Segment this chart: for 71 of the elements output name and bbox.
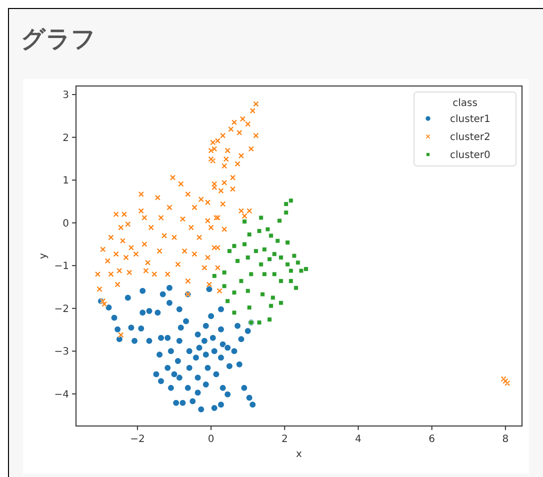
point (278, 300, 284, 306)
y-axis-title: y (38, 252, 49, 259)
point (268, 303, 274, 308)
legend-label: cluster2 (450, 132, 490, 143)
point (260, 292, 265, 297)
point (232, 310, 237, 316)
chart-title: グラフ (21, 24, 96, 55)
legend-label: cluster1 (450, 114, 490, 125)
point (258, 215, 264, 220)
y-tick-label: −4 (54, 389, 69, 400)
point (222, 284, 227, 289)
point (298, 268, 304, 274)
point (275, 238, 280, 244)
point (288, 278, 294, 284)
y-tick-label: −2 (54, 304, 69, 315)
point (246, 305, 252, 310)
y-tick-label: −3 (54, 346, 69, 358)
point (272, 272, 277, 277)
y-tick-label: 2 (62, 132, 69, 144)
point (254, 248, 258, 254)
point (256, 228, 262, 234)
point (267, 256, 272, 262)
legend-title: class (452, 98, 478, 109)
point (285, 262, 290, 267)
point (212, 273, 217, 278)
point (294, 285, 298, 290)
x-tick-label: 6 (428, 434, 436, 445)
point (267, 317, 272, 322)
y-tick-label: 1 (62, 176, 69, 187)
point (285, 240, 290, 245)
point (222, 270, 227, 275)
point (232, 290, 237, 295)
point (248, 272, 254, 277)
point (235, 258, 240, 264)
x-tick-label: 8 (502, 434, 509, 445)
point (262, 246, 267, 252)
point (295, 260, 300, 266)
point (292, 253, 297, 258)
point (227, 248, 232, 254)
point (268, 233, 274, 238)
point (270, 295, 276, 300)
point (265, 226, 270, 232)
point (245, 288, 250, 294)
x-tick-label: 0 (208, 434, 214, 445)
point (225, 298, 230, 304)
point (242, 242, 247, 247)
x-tick-label: 2 (281, 434, 288, 445)
point (284, 202, 289, 206)
point (284, 210, 289, 215)
point (258, 262, 264, 267)
point (288, 268, 294, 274)
point (277, 218, 282, 224)
y-tick-label: −1 (54, 261, 69, 272)
y-tick-label: 3 (62, 90, 69, 102)
x-axis-title: x (296, 449, 302, 460)
point (238, 278, 244, 284)
point (278, 278, 284, 284)
y-tick-label: 0 (62, 218, 69, 230)
x-tick-label: 4 (355, 434, 362, 445)
point (304, 266, 308, 272)
legend-label: cluster0 (450, 150, 490, 161)
point (256, 320, 262, 325)
point (288, 198, 294, 204)
point (242, 219, 247, 224)
point (232, 244, 237, 248)
point (278, 255, 284, 260)
x-tick-label: −2 (130, 434, 145, 445)
point (246, 232, 252, 237)
point (245, 255, 250, 260)
point (262, 272, 267, 277)
point (272, 252, 277, 256)
